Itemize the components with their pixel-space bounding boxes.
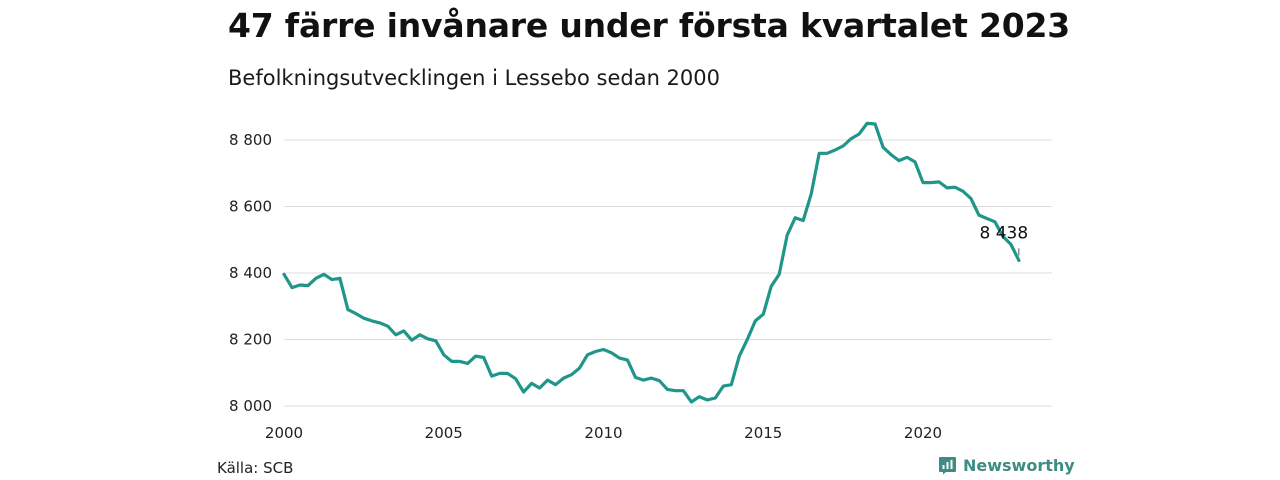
x-tick-label: 2020: [904, 424, 942, 442]
x-tick-label: 2000: [265, 424, 303, 442]
x-tick-label: 2015: [744, 424, 782, 442]
x-tick-label: 2005: [425, 424, 463, 442]
y-tick-label: 8 600: [229, 198, 272, 216]
newsworthy-brand[interactable]: Newsworthy: [938, 456, 1075, 475]
y-tick-label: 8 200: [229, 331, 272, 349]
y-tick-label: 8 400: [229, 264, 272, 282]
brand-name: Newsworthy: [963, 456, 1075, 475]
population-series-line: [282, 121, 1021, 404]
y-tick-label: 8 800: [229, 131, 272, 149]
x-tick-label: 2010: [584, 424, 622, 442]
source-note: Källa: SCB: [217, 459, 294, 477]
chart-subtitle: Befolkningsutvecklingen i Lessebo sedan …: [228, 66, 721, 90]
chart-title: 47 färre invånare under första kvartalet…: [228, 6, 1071, 45]
last-value-label: 8 438: [980, 223, 1029, 243]
y-tick-label: 8 000: [229, 397, 272, 415]
newsworthy-logo-icon: [939, 457, 956, 475]
